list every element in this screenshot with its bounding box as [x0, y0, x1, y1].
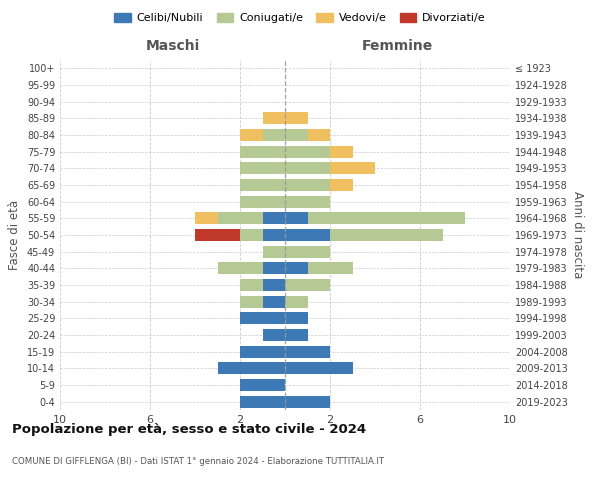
Bar — [285, 396, 330, 407]
Bar — [263, 296, 285, 308]
Bar — [263, 229, 285, 241]
Bar — [240, 162, 285, 174]
Bar — [263, 246, 285, 258]
Bar — [285, 329, 308, 341]
Bar — [285, 246, 330, 258]
Bar — [285, 129, 308, 141]
Bar — [285, 196, 330, 207]
Bar — [240, 346, 285, 358]
Text: Femmine: Femmine — [362, 40, 433, 54]
Bar — [263, 112, 285, 124]
Bar — [330, 146, 353, 158]
Bar — [240, 179, 285, 191]
Bar — [308, 129, 330, 141]
Bar — [330, 229, 443, 241]
Text: COMUNE DI GIFFLENGA (BI) - Dati ISTAT 1° gennaio 2024 - Elaborazione TUTTITALIA.: COMUNE DI GIFFLENGA (BI) - Dati ISTAT 1°… — [12, 458, 384, 466]
Bar — [240, 279, 263, 291]
Bar — [240, 146, 285, 158]
Bar — [285, 262, 308, 274]
Bar — [218, 212, 263, 224]
Bar — [218, 362, 285, 374]
Legend: Celibi/Nubili, Coniugati/e, Vedovi/e, Divorziati/e: Celibi/Nubili, Coniugati/e, Vedovi/e, Di… — [110, 8, 490, 28]
Bar — [285, 162, 330, 174]
Bar — [285, 229, 330, 241]
Bar — [263, 329, 285, 341]
Bar — [330, 162, 375, 174]
Y-axis label: Fasce di età: Fasce di età — [8, 200, 21, 270]
Bar — [240, 196, 285, 207]
Bar — [263, 129, 285, 141]
Bar — [285, 212, 308, 224]
Bar — [195, 212, 218, 224]
Bar — [285, 346, 330, 358]
Y-axis label: Anni di nascita: Anni di nascita — [571, 192, 584, 278]
Text: Maschi: Maschi — [145, 40, 200, 54]
Bar — [263, 262, 285, 274]
Bar — [240, 396, 285, 407]
Bar — [330, 179, 353, 191]
Bar — [308, 212, 465, 224]
Bar — [285, 279, 330, 291]
Bar — [218, 262, 263, 274]
Bar — [240, 229, 263, 241]
Bar — [240, 296, 263, 308]
Bar — [263, 279, 285, 291]
Bar — [285, 312, 308, 324]
Bar — [285, 146, 330, 158]
Bar — [285, 362, 353, 374]
Bar — [285, 179, 330, 191]
Bar — [263, 212, 285, 224]
Bar — [285, 296, 308, 308]
Bar — [285, 112, 308, 124]
Text: Popolazione per età, sesso e stato civile - 2024: Popolazione per età, sesso e stato civil… — [12, 422, 366, 436]
Bar — [195, 229, 240, 241]
Bar — [240, 312, 285, 324]
Bar — [308, 262, 353, 274]
Bar — [240, 129, 263, 141]
Bar — [240, 379, 285, 391]
